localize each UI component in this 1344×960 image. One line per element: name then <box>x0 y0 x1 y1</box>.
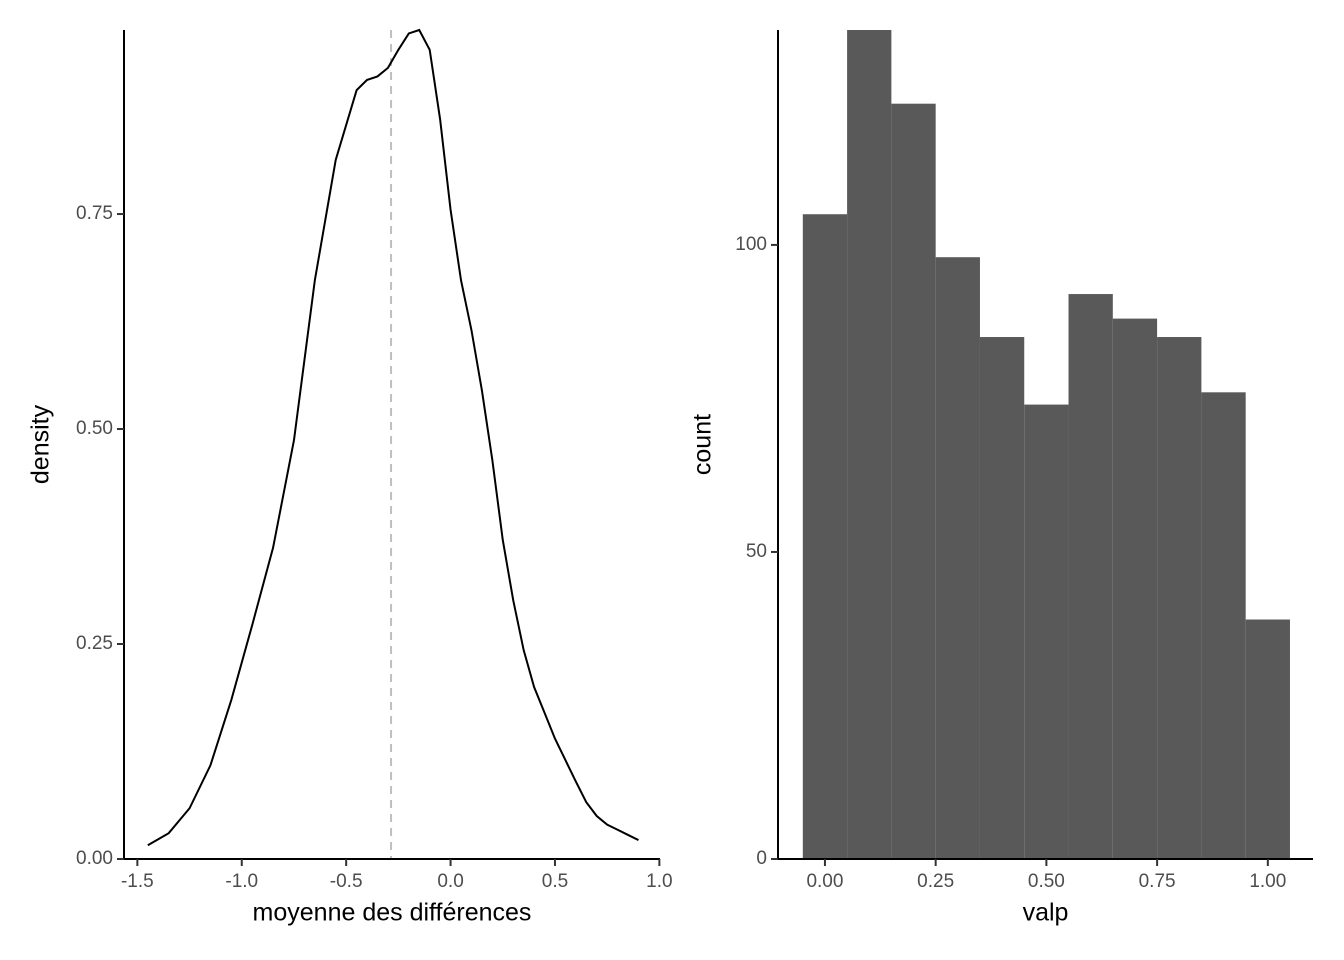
y-axis-title: count <box>689 414 717 475</box>
x-axis-title: moyenne des différences <box>253 899 532 927</box>
x-tick-label: -1.0 <box>225 871 258 892</box>
bar <box>1112 318 1158 859</box>
y-tick-label: 0.50 <box>76 418 113 439</box>
y-tick-label: 100 <box>735 234 767 255</box>
bar <box>935 257 980 859</box>
y-tick-label: 50 <box>746 541 767 562</box>
x-tick-label: 0.75 <box>1139 871 1176 892</box>
bar <box>1245 619 1290 859</box>
bar <box>1024 404 1069 859</box>
x-tick-label: -0.5 <box>330 871 363 892</box>
bar <box>891 103 936 859</box>
x-tick-label: 0.25 <box>917 871 954 892</box>
density-line <box>147 28 639 847</box>
bar <box>1157 337 1202 859</box>
y-axis-title: density <box>27 404 55 484</box>
x-tick-label: 0.00 <box>806 871 843 892</box>
bar <box>1068 294 1113 859</box>
y-tick-label: 0.75 <box>76 203 113 224</box>
bar <box>802 214 848 859</box>
bar <box>979 337 1025 859</box>
x-tick-label: 1.0 <box>646 871 672 892</box>
bar <box>847 30 892 859</box>
bar <box>1201 392 1246 859</box>
x-tick-label: 0.50 <box>1028 871 1065 892</box>
y-tick-label: 0.00 <box>76 848 113 869</box>
x-tick-label: 1.00 <box>1249 871 1286 892</box>
x-axis-title: valp <box>1023 899 1069 927</box>
y-tick-label: 0.25 <box>76 633 113 654</box>
x-tick-label: 0.5 <box>542 871 568 892</box>
x-tick-label: 0.0 <box>437 871 463 892</box>
y-tick-label: 0 <box>756 848 767 869</box>
x-tick-label: -1.5 <box>121 871 154 892</box>
